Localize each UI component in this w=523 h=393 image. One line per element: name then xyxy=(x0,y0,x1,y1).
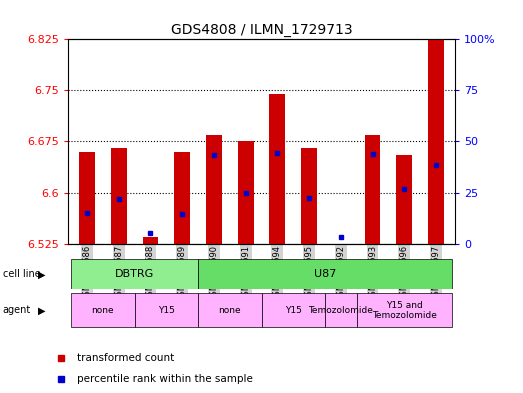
Bar xyxy=(134,294,198,327)
Bar xyxy=(198,259,452,289)
Bar xyxy=(325,294,357,327)
Title: GDS4808 / ILMN_1729713: GDS4808 / ILMN_1729713 xyxy=(170,23,353,37)
Bar xyxy=(396,155,412,244)
Bar xyxy=(357,294,452,327)
Text: none: none xyxy=(92,306,114,315)
Bar xyxy=(269,94,285,244)
Bar xyxy=(428,33,444,244)
Text: U87: U87 xyxy=(314,269,336,279)
Text: ▶: ▶ xyxy=(38,305,45,316)
Text: Y15 and
Temozolomide: Y15 and Temozolomide xyxy=(372,301,437,320)
Text: Y15: Y15 xyxy=(158,306,175,315)
Bar xyxy=(262,294,325,327)
Bar xyxy=(206,135,222,244)
Text: Temozolomide: Temozolomide xyxy=(309,306,373,315)
Text: Y15: Y15 xyxy=(285,306,302,315)
Bar xyxy=(365,135,380,244)
Text: agent: agent xyxy=(3,305,31,316)
Bar xyxy=(238,141,254,244)
Bar xyxy=(79,152,95,244)
Text: transformed count: transformed count xyxy=(77,353,174,363)
Text: cell line: cell line xyxy=(3,269,40,279)
Text: ▶: ▶ xyxy=(38,269,45,279)
Text: percentile rank within the sample: percentile rank within the sample xyxy=(77,374,253,384)
Bar xyxy=(198,294,262,327)
Bar xyxy=(143,237,158,244)
Bar xyxy=(71,259,198,289)
Bar xyxy=(174,152,190,244)
Text: DBTRG: DBTRG xyxy=(115,269,154,279)
Bar xyxy=(111,148,127,244)
Text: none: none xyxy=(219,306,241,315)
Bar xyxy=(301,148,317,244)
Bar xyxy=(71,294,134,327)
